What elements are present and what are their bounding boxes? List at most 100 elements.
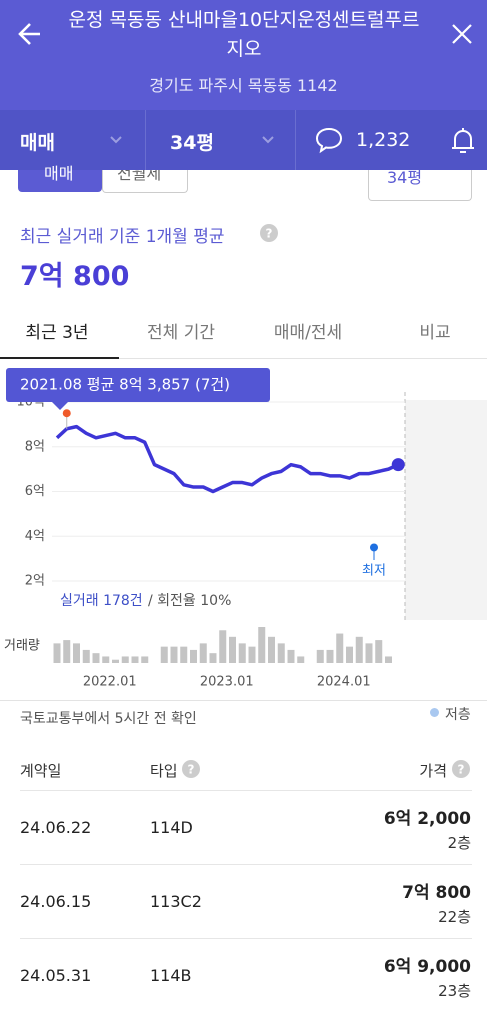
close-button[interactable] <box>450 22 474 46</box>
x-tick-label: 2022.01 <box>83 675 137 690</box>
x-tick-label: 2024.01 <box>317 675 371 690</box>
unit-type: 114B <box>150 966 192 985</box>
y-tick-label: 2억 <box>25 574 45 589</box>
price: 7억 800 <box>402 883 471 903</box>
contract-date: 24.06.15 <box>20 892 92 911</box>
filter-bar: 매매 34평 1,232 <box>0 110 487 170</box>
price: 6억 2,000 <box>383 809 471 829</box>
chevron <box>262 136 274 144</box>
volume-bar <box>131 656 139 663</box>
future-area <box>405 400 487 620</box>
price-line <box>55 424 399 494</box>
volume-bar <box>190 649 197 663</box>
volume-bar <box>268 636 275 663</box>
volume-bar <box>316 649 324 663</box>
tab[interactable]: 전체 기간 <box>147 323 215 343</box>
volume-bar <box>238 643 246 663</box>
volume-bar <box>102 656 110 663</box>
help-icon[interactable]: ? <box>182 760 200 778</box>
unit-type: 114D <box>150 818 193 837</box>
tab-border <box>0 358 487 359</box>
low-point <box>370 543 378 552</box>
address: 경기도 파주시 목동동 1142 <box>149 76 338 95</box>
volume-bar <box>355 636 363 663</box>
volume-bar <box>63 640 71 663</box>
comment-count[interactable]: 1,232 <box>356 129 411 151</box>
svg-text:?: ? <box>266 227 273 241</box>
toggle-inactive[interactable]: 전월세 <box>102 170 188 193</box>
summary-price: 7억 800 <box>20 261 130 292</box>
contract-date: 24.06.22 <box>20 818 92 837</box>
volume-bar <box>219 630 227 663</box>
complex-title: 운정 목동동 산내마을10단지운정센트럴푸르지오 <box>68 9 420 60</box>
x-tick-label: 2023.01 <box>200 675 254 690</box>
tooltip-box <box>6 368 270 402</box>
volume-bar <box>199 643 207 663</box>
toggle-label[interactable]: 전월세 <box>117 170 162 183</box>
help-icon[interactable]: ? <box>452 760 470 778</box>
volume-bar <box>336 633 344 663</box>
toggle-active[interactable]: 매매 <box>18 164 102 192</box>
low-label: 최저 <box>362 564 386 579</box>
unit-type: 113C2 <box>150 892 202 911</box>
volume-bar <box>229 636 236 663</box>
legend-dot <box>430 708 439 717</box>
back-button[interactable] <box>16 20 44 48</box>
tab[interactable]: 매매/전세 <box>273 323 343 343</box>
column-header: 타입 <box>150 762 178 780</box>
volume-bar <box>180 646 188 663</box>
volume-bar <box>112 659 119 663</box>
volume-bar <box>365 643 373 663</box>
source-note: 국토교통부에서 5시간 전 확인 <box>20 711 197 727</box>
deal-filter[interactable]: 매매 <box>20 132 55 154</box>
bell-icon[interactable] <box>450 126 476 156</box>
size-select[interactable]: 34평 <box>368 170 472 201</box>
toggle-label[interactable]: 매매 <box>44 164 74 183</box>
volume-bar <box>141 656 149 663</box>
contract-date: 24.05.31 <box>20 966 92 985</box>
section-border <box>0 700 487 701</box>
volume-bar <box>53 643 61 663</box>
svg-text:?: ? <box>458 763 465 777</box>
divider <box>295 110 296 170</box>
tooltip: 2021.08 평균 8억 3,857 (7건) <box>20 376 230 394</box>
y-tick-label: 4억 <box>25 529 45 544</box>
volume-bar <box>346 646 353 663</box>
row-separator <box>20 790 472 791</box>
volume-bar <box>160 646 168 663</box>
volume-bar <box>277 643 285 663</box>
volume-bar <box>121 656 129 663</box>
row-separator <box>20 864 472 865</box>
tab[interactable]: 최근 3년 <box>25 323 89 343</box>
size-filter[interactable]: 34평 <box>170 132 214 154</box>
volume-label: 거래량 <box>4 639 40 654</box>
tab-underline <box>0 357 119 359</box>
help-icon[interactable]: ? <box>260 224 278 242</box>
volume-bar <box>170 646 178 663</box>
summary-label: 최근 실거래 기준 1개월 평균 <box>20 227 225 247</box>
comment-icon[interactable] <box>314 126 344 154</box>
column-header: 가격 <box>419 762 447 780</box>
size-select-label[interactable]: 34평 <box>387 170 423 187</box>
volume-bar <box>326 649 334 663</box>
volume-bar <box>287 649 295 663</box>
header: 운정 목동동 산내마을10단지운정센트럴푸르지오 경기도 파주시 목동동 114… <box>0 0 487 110</box>
volume-bar <box>375 640 383 663</box>
deal-count: 실거래 178건 <box>60 593 143 609</box>
volume-bar <box>82 649 90 663</box>
chevron <box>110 136 122 144</box>
tab[interactable]: 비교 <box>419 323 451 343</box>
turnover: / 회전율 10% <box>148 593 231 609</box>
volume-bar <box>73 643 80 663</box>
floor: 23층 <box>438 982 471 1000</box>
y-tick-label: 6억 <box>25 484 45 499</box>
divider <box>145 110 146 170</box>
chart: 2억4억6억8억10억최저2021.08 평균 8억 3,857 (7건)실거래… <box>4 368 487 690</box>
column-header: 계약일 <box>20 762 62 780</box>
tooltip-arrow <box>52 402 68 410</box>
y-tick-label: 8억 <box>25 439 45 454</box>
row-separator <box>20 938 472 939</box>
high-point <box>62 409 71 418</box>
